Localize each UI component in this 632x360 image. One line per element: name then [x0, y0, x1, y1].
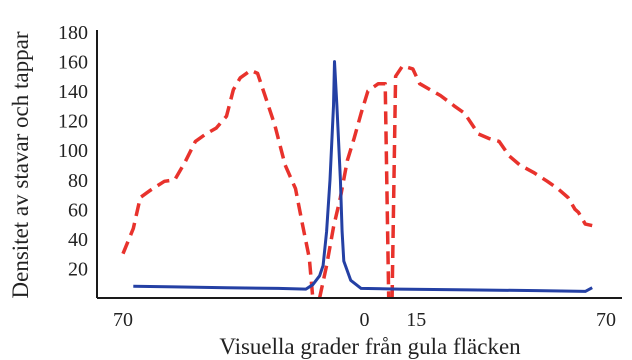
y-tick-label: 60 — [68, 199, 88, 221]
x-tick-label: 0 — [360, 309, 370, 331]
rod-density-line — [390, 64, 593, 299]
y-tick-label: 20 — [68, 258, 88, 280]
cone-density-line — [133, 60, 593, 293]
y-tick-labels: 20 40 60 80 100 120 140 160 180 — [58, 22, 88, 280]
rod-density-line — [317, 81, 391, 299]
y-axis-title: Densitet av stavar och tappar — [8, 31, 33, 298]
x-axis-title: Visuella grader från gula fläcken — [219, 334, 521, 359]
y-tick-label: 140 — [58, 81, 88, 103]
y-tick-label: 40 — [68, 229, 88, 251]
y-tick-label: 160 — [58, 52, 88, 74]
x-tick-label: 70 — [113, 309, 133, 331]
x-tick-labels: 70 0 15 70 — [113, 309, 616, 331]
series-layer — [121, 60, 593, 299]
rod-density-line — [121, 68, 315, 299]
y-tick-label: 120 — [58, 111, 88, 133]
x-tick-label: 70 — [596, 309, 616, 331]
y-tick-label: 100 — [58, 140, 88, 162]
y-tick-label: 180 — [58, 22, 88, 44]
y-tick-label: 80 — [68, 170, 88, 192]
x-tick-label: 15 — [406, 309, 426, 331]
